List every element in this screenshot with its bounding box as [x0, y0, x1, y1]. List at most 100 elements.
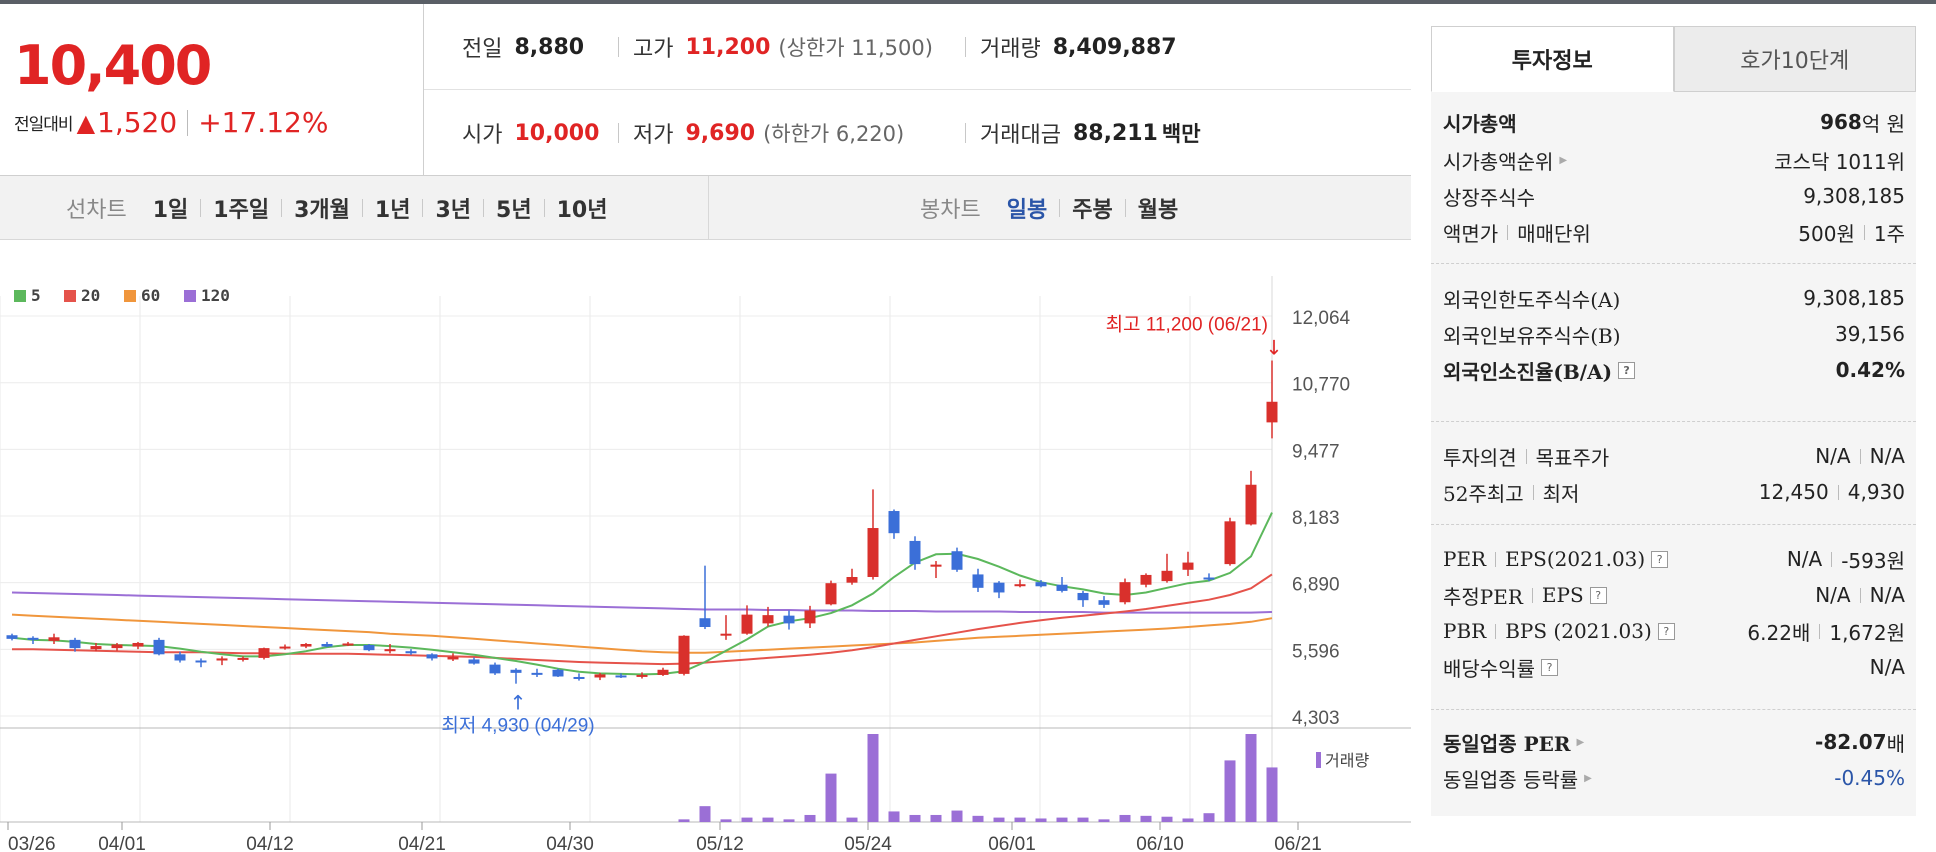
candle-body[interactable]	[258, 648, 270, 658]
candle-body[interactable]	[489, 664, 501, 674]
period-1y[interactable]: 1년	[374, 198, 411, 223]
help-icon[interactable]: ?	[1541, 658, 1558, 676]
volume-bar	[741, 817, 753, 822]
candle-body[interactable]	[279, 646, 291, 649]
candle-body[interactable]	[468, 659, 480, 664]
candle-body[interactable]	[342, 643, 354, 646]
candle-body[interactable]	[615, 675, 627, 678]
candle-body[interactable]	[6, 635, 18, 639]
candle-body[interactable]	[153, 639, 165, 655]
candle-body[interactable]	[657, 669, 669, 675]
candle-body[interactable]	[363, 645, 375, 651]
divider	[200, 199, 202, 217]
candle-body[interactable]	[699, 618, 711, 627]
candle-body[interactable]	[1035, 582, 1047, 587]
volume-bar	[1245, 734, 1257, 822]
trade-unit-label: 매매단위	[1517, 221, 1591, 246]
candle-body[interactable]	[48, 637, 60, 641]
candle-body[interactable]	[1266, 401, 1278, 423]
candle-body[interactable]	[321, 643, 333, 647]
candle-body[interactable]	[573, 676, 585, 679]
info-row: PER EPS(2021.03)? N/A -593원	[1443, 541, 1905, 577]
period-1w[interactable]: 1주일	[213, 198, 270, 223]
help-icon[interactable]: ?	[1651, 550, 1669, 568]
candle-body[interactable]	[1203, 577, 1215, 580]
candle-body[interactable]	[195, 660, 207, 663]
candle-body[interactable]	[930, 564, 942, 567]
info-row: 배당수익률? N/A	[1443, 649, 1905, 685]
candle-body[interactable]	[1119, 582, 1131, 603]
candle-body[interactable]	[510, 669, 522, 673]
candle-body[interactable]	[741, 614, 753, 634]
candle-body[interactable]	[1014, 584, 1026, 587]
candle-body[interactable]	[1224, 521, 1236, 565]
candle-body[interactable]	[111, 644, 123, 649]
help-icon[interactable]: ?	[1618, 361, 1636, 379]
candle-body[interactable]	[1077, 592, 1089, 601]
info-row[interactable]: 동일업종 PER ▶ -82.07 배	[1443, 724, 1905, 760]
candle-body[interactable]	[552, 669, 564, 677]
candle-body[interactable]	[174, 654, 186, 661]
candle-body[interactable]	[1098, 600, 1110, 605]
candle-body[interactable]	[1140, 574, 1152, 585]
down-arrow-icon: ↓	[1266, 336, 1283, 360]
candle-monthly[interactable]: 월봉	[1137, 198, 1179, 223]
candle-body[interactable]	[300, 643, 312, 647]
candle-body[interactable]	[69, 639, 81, 649]
tab-investment-info[interactable]: 투자정보	[1431, 26, 1674, 92]
candle-body[interactable]	[531, 672, 543, 675]
period-3m[interactable]: 3개월	[294, 198, 350, 223]
volume-bar	[1182, 818, 1194, 822]
bps-label: BPS (2021.03)	[1505, 619, 1652, 643]
period-1d[interactable]: 1일	[152, 198, 189, 223]
price-chart[interactable]: 12,064 10,770 9,477 8,183 6,890 5,596 4,303 5 20…	[0, 276, 1411, 852]
amount-label: 거래대금	[980, 123, 1061, 148]
candle-body[interactable]	[405, 651, 417, 654]
candle-body[interactable]	[636, 674, 648, 677]
candle-weekly[interactable]: 주봉	[1072, 198, 1113, 223]
candle-body[interactable]	[594, 674, 606, 678]
candle-body[interactable]	[216, 658, 228, 661]
candle-body[interactable]	[783, 615, 795, 624]
period-3y[interactable]: 3년	[435, 198, 472, 223]
info-row[interactable]: 동일업종 등락률 ▶ -0.45%	[1443, 760, 1905, 796]
y-tick-label: 12,064	[1292, 308, 1351, 329]
par-value-label: 액면가	[1443, 221, 1499, 246]
candle-body[interactable]	[447, 656, 459, 660]
period-5y[interactable]: 5년	[496, 198, 532, 223]
price-change: 전일대비 ▲ 1,520 +17.12%	[14, 106, 328, 139]
help-icon[interactable]: ?	[1657, 622, 1675, 640]
y-tick-label: 6,890	[1292, 575, 1340, 596]
change-label: 전일대비	[14, 115, 74, 135]
candle-body[interactable]	[27, 637, 39, 640]
candle-body[interactable]	[825, 583, 837, 605]
candle-body[interactable]	[1245, 484, 1257, 525]
candle-body[interactable]	[804, 610, 816, 624]
candle-body[interactable]	[426, 654, 438, 659]
candle-body[interactable]	[909, 540, 921, 565]
candle-body[interactable]	[237, 657, 249, 660]
tab-order-book[interactable]: 호가10단계	[1673, 26, 1916, 92]
candle-body[interactable]	[1161, 570, 1173, 582]
candle-body[interactable]	[678, 635, 690, 674]
market-cap-value: 968	[1820, 110, 1862, 134]
info-row[interactable]: 시가총액순위 ▶ 코스닥 1011위	[1443, 142, 1905, 178]
candle-daily[interactable]: 일봉	[1006, 198, 1048, 223]
volume-bar	[909, 814, 921, 822]
candle-body[interactable]	[972, 574, 984, 588]
candle-body[interactable]	[867, 528, 879, 577]
help-icon[interactable]: ?	[1589, 586, 1607, 604]
candle-body[interactable]	[384, 649, 396, 652]
candle-body[interactable]	[90, 646, 102, 650]
candle-body[interactable]	[951, 551, 963, 570]
candle-body[interactable]	[132, 642, 144, 647]
candle-body[interactable]	[720, 633, 732, 636]
period-10y[interactable]: 10년	[556, 198, 608, 223]
candle-body[interactable]	[1056, 584, 1068, 591]
x-tick-label: 06/01	[988, 834, 1036, 852]
candle-body[interactable]	[993, 582, 1005, 593]
candle-body[interactable]	[762, 615, 774, 624]
candle-body[interactable]	[1182, 562, 1194, 570]
candle-body[interactable]	[846, 576, 858, 583]
candle-body[interactable]	[888, 511, 900, 534]
